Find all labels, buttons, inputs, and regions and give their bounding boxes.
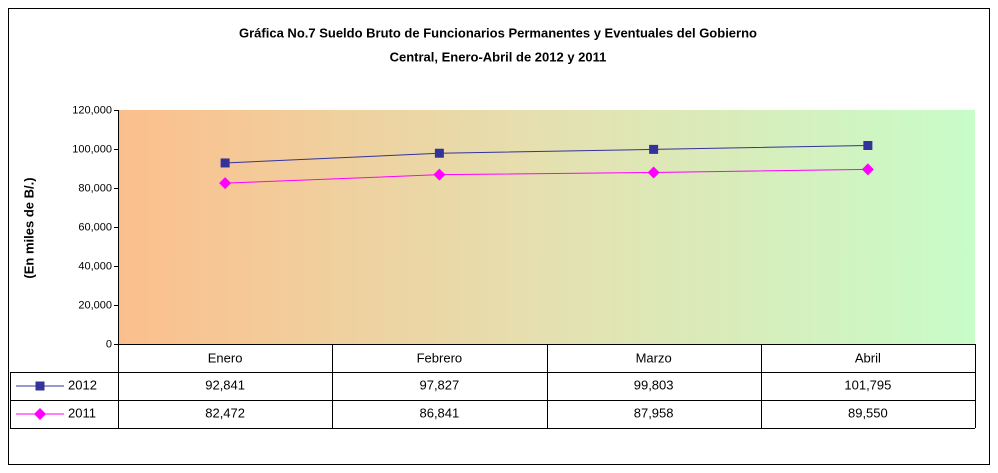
table-value: 99,803 (634, 377, 674, 392)
y-tick-label: 100,000 (72, 143, 112, 155)
y-axis-label: (En miles de B/.) (21, 177, 36, 278)
table-value: 97,827 (419, 377, 459, 392)
y-tick-label: 120,000 (72, 104, 112, 116)
marker (35, 381, 45, 391)
x-tick-label: Marzo (636, 350, 672, 365)
y-tick-label: 80,000 (78, 182, 112, 194)
series-line (225, 145, 868, 164)
y-tick-label: 20,000 (78, 299, 112, 311)
y-tick-label: 40,000 (78, 260, 112, 272)
marker (433, 168, 446, 181)
chart-title: Central, Enero-Abril de 2012 y 2011 (390, 49, 607, 64)
table-value: 89,550 (848, 405, 888, 420)
x-tick-label: Febrero (417, 350, 463, 365)
table-value: 86,841 (419, 405, 459, 420)
marker (861, 163, 874, 176)
marker (220, 158, 230, 168)
y-tick-label: 60,000 (78, 221, 112, 233)
x-tick-label: Abril (855, 350, 881, 365)
x-tick-label: Enero (208, 350, 243, 365)
table-value: 92,841 (205, 377, 245, 392)
marker (647, 166, 660, 179)
legend-label: 2012 (68, 377, 97, 392)
marker (649, 144, 659, 154)
marker (219, 177, 232, 190)
y-tick-label: 0 (106, 338, 112, 350)
plot-area (118, 110, 975, 344)
marker (863, 140, 873, 150)
chart-title: Gráfica No.7 Sueldo Bruto de Funcionario… (239, 25, 757, 40)
legend-label: 2011 (68, 405, 96, 420)
table-value: 82,472 (205, 405, 245, 420)
marker (34, 408, 46, 420)
marker (434, 148, 444, 158)
series-line (225, 168, 868, 184)
table-value: 101,795 (844, 377, 891, 392)
table-value: 87,958 (634, 405, 674, 420)
